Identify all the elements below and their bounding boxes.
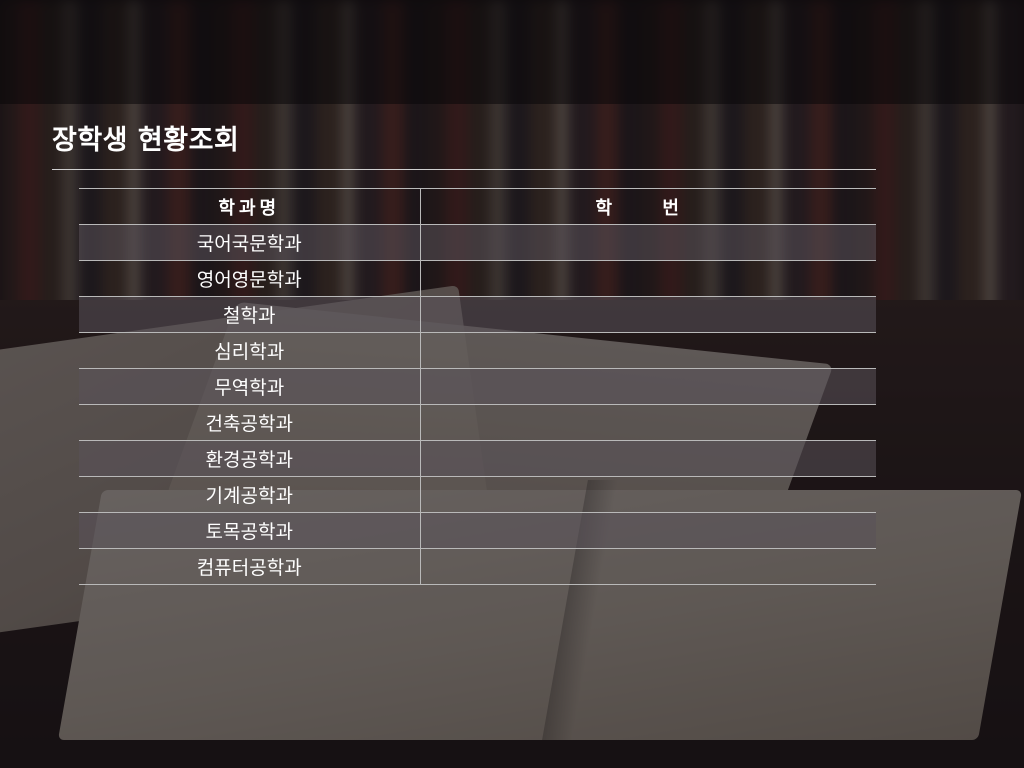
department-cell: 컴퓨터공학과 <box>79 548 421 585</box>
student-id-cell <box>420 224 876 261</box>
department-cell: 무역학과 <box>79 368 421 405</box>
table-header-row: 학과명 학 번 <box>79 188 876 225</box>
page-title: 장학생 현황조회 <box>52 125 240 156</box>
department-cell: 국어국문학과 <box>79 224 421 261</box>
department-cell: 환경공학과 <box>79 440 421 477</box>
table-row: 국어국문학과 <box>79 224 876 261</box>
table-row: 무역학과 <box>79 368 876 405</box>
student-id-cell <box>420 476 876 513</box>
scholarship-table-container: 학과명 학 번 국어국문학과 영어영문학과 철학과 심리학과 무역학과 <box>79 188 876 585</box>
student-id-cell <box>420 368 876 405</box>
table-row: 영어영문학과 <box>79 260 876 297</box>
department-cell: 영어영문학과 <box>79 260 421 297</box>
table-row: 건축공학과 <box>79 404 876 441</box>
student-id-cell <box>420 404 876 441</box>
title-divider <box>52 169 876 170</box>
department-cell: 건축공학과 <box>79 404 421 441</box>
header-department: 학과명 <box>79 188 421 225</box>
table-row: 토목공학과 <box>79 512 876 549</box>
table-row: 컴퓨터공학과 <box>79 548 876 585</box>
department-cell: 토목공학과 <box>79 512 421 549</box>
student-id-cell <box>420 260 876 297</box>
student-id-cell <box>420 512 876 549</box>
department-cell: 심리학과 <box>79 332 421 369</box>
table-row: 철학과 <box>79 296 876 333</box>
header-student-id: 학 번 <box>420 188 876 225</box>
student-id-cell <box>420 440 876 477</box>
department-cell: 철학과 <box>79 296 421 333</box>
table-row: 심리학과 <box>79 332 876 369</box>
student-id-cell <box>420 332 876 369</box>
top-dark-band <box>0 0 1024 104</box>
table-row: 환경공학과 <box>79 440 876 477</box>
table-row: 기계공학과 <box>79 476 876 513</box>
student-id-cell <box>420 548 876 585</box>
student-id-cell <box>420 296 876 333</box>
department-cell: 기계공학과 <box>79 476 421 513</box>
scholarship-table: 학과명 학 번 국어국문학과 영어영문학과 철학과 심리학과 무역학과 <box>79 188 876 585</box>
